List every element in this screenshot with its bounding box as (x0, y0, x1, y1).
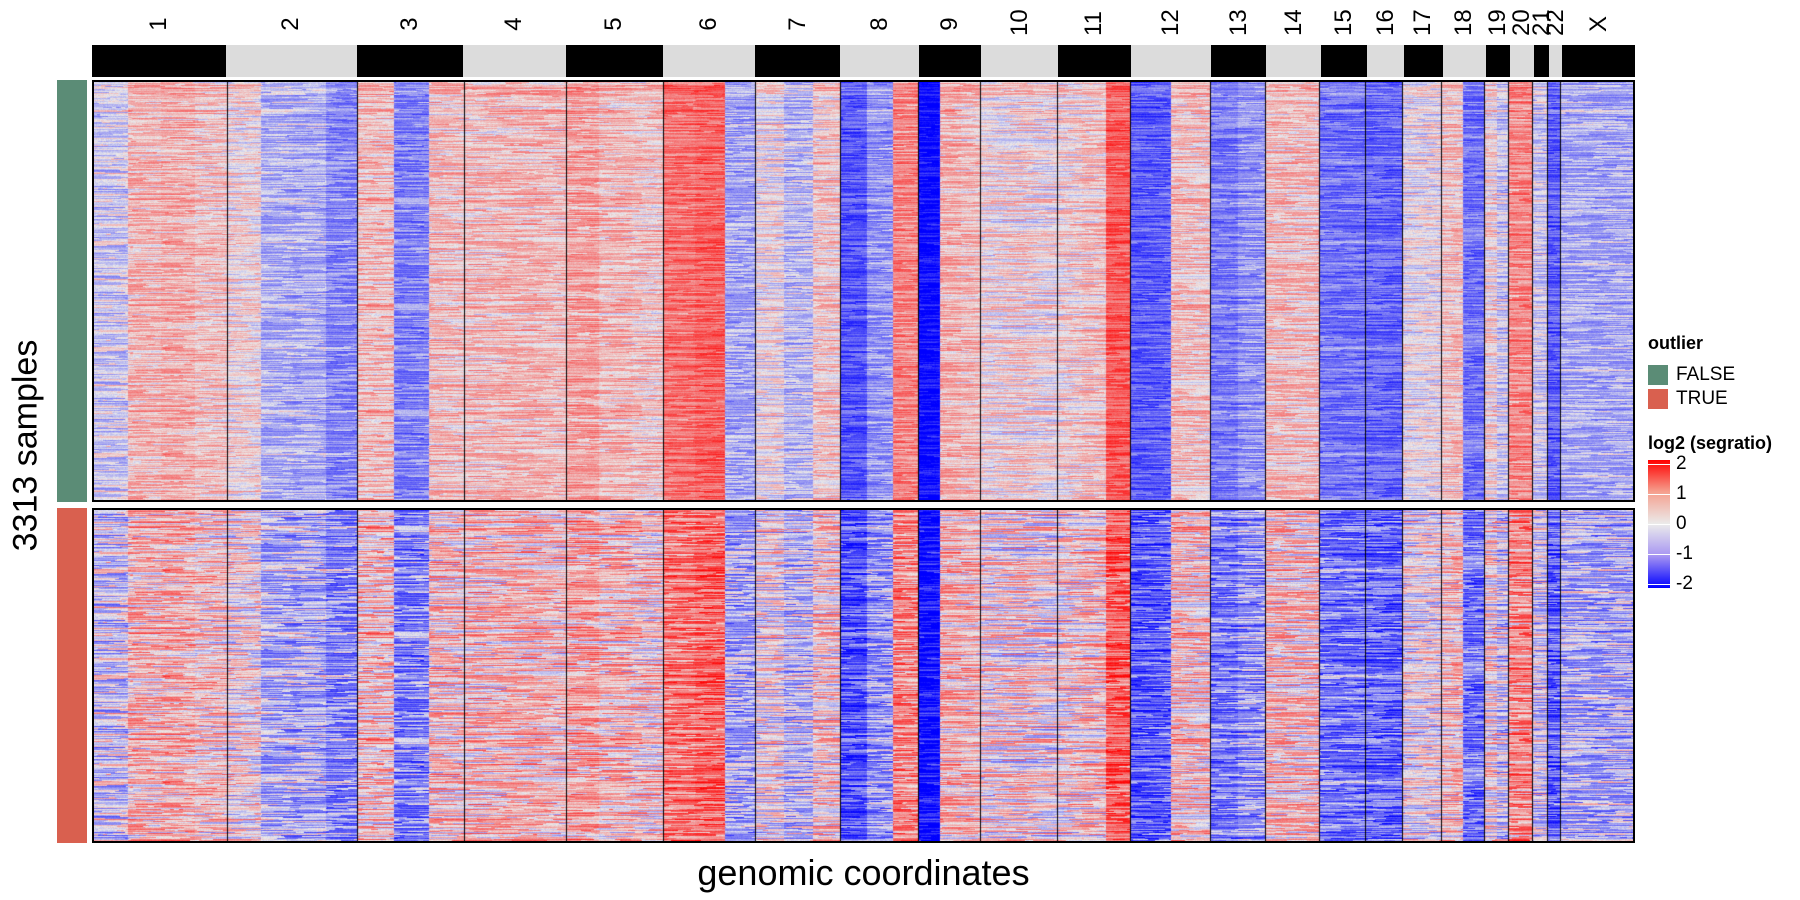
colorbar-tick-label: -1 (1676, 543, 1693, 564)
chromosome-label-13: 13 (1224, 9, 1252, 36)
chromosome-block-3 (356, 45, 463, 77)
chromosome-label-18: 18 (1450, 9, 1478, 36)
chromosome-label-1: 1 (144, 17, 172, 31)
colorbar-tick-mark (1648, 554, 1670, 555)
chromosome-label-15: 15 (1330, 9, 1358, 36)
chromosome-label-7: 7 (783, 17, 811, 31)
chromosome-label-2: 2 (277, 17, 305, 31)
legend-key-false (1648, 365, 1668, 385)
chromosome-block-2 (225, 45, 357, 77)
y-axis-label: 3313 samples (6, 339, 45, 551)
chromosome-label-12: 12 (1157, 9, 1185, 36)
chromosome-block-1 (92, 45, 226, 77)
legend-outlier-title: outlier (1648, 333, 1704, 353)
chromosome-label-11: 11 (1080, 11, 1108, 36)
outlier-true-annotation-bar (57, 508, 87, 843)
chromosome-label-10: 10 (1005, 9, 1033, 36)
chromosome-block-6 (662, 45, 755, 77)
legend-key-true (1648, 389, 1668, 409)
colorbar-tick-mark (1648, 494, 1670, 495)
chromosome-block-22 (1548, 45, 1563, 77)
chromosome-block-8 (840, 45, 919, 77)
chromosome-label-5: 5 (600, 17, 628, 31)
colorbar-tick-mark (1648, 524, 1670, 525)
colorbar-tick-mark (1648, 584, 1670, 585)
colorbar-tick-mark (1648, 464, 1670, 465)
heatmap-panel-outlier-false (92, 80, 1635, 502)
colorbar-tick-label: 2 (1676, 453, 1687, 474)
heatmap-panel-outlier-true (92, 508, 1635, 843)
legend-label-true: TRUE (1676, 388, 1728, 409)
chromosome-label-4: 4 (500, 17, 528, 31)
chromosome-label-6: 6 (694, 17, 722, 31)
chromosome-block-20 (1510, 45, 1535, 77)
chromosome-block-11 (1058, 45, 1131, 77)
chromosome-block-16 (1367, 45, 1404, 77)
chromosome-label-16: 16 (1371, 9, 1399, 36)
chromosome-block-7 (754, 45, 841, 77)
outlier-false-annotation-bar (57, 80, 87, 502)
chromosome-label-22: 22 (1541, 9, 1569, 36)
chromosome-label-X: X (1584, 16, 1612, 33)
colorbar-tick-label: -2 (1676, 573, 1693, 594)
colorbar-tick-label: 0 (1676, 513, 1687, 534)
colorbar-tick-label: 1 (1676, 483, 1687, 504)
chromosome-block-19 (1486, 45, 1511, 77)
chromosome-block-9 (918, 45, 982, 77)
chromosome-block-17 (1403, 45, 1443, 77)
chromosome-label-8: 8 (865, 17, 893, 31)
chromosome-label-9: 9 (936, 17, 964, 31)
chromosome-block-13 (1211, 45, 1267, 77)
chromosome-block-X (1562, 45, 1635, 77)
chromosome-block-4 (462, 45, 566, 77)
chromosome-block-10 (981, 45, 1059, 77)
chromosome-block-21 (1534, 45, 1549, 77)
chromosome-label-3: 3 (395, 17, 423, 31)
chromosome-block-14 (1266, 45, 1321, 77)
chromosome-label-17: 17 (1409, 9, 1437, 36)
chromosome-label-14: 14 (1279, 9, 1307, 36)
chromosome-block-5 (565, 45, 663, 77)
x-axis-label: genomic coordinates (697, 852, 1030, 893)
chromosome-block-18 (1442, 45, 1487, 77)
chromosome-block-15 (1321, 45, 1368, 77)
legend-colorscale-title: log2 (segratio) (1648, 433, 1773, 453)
legend-label-false: FALSE (1676, 364, 1736, 385)
chromosome-block-12 (1130, 45, 1212, 77)
